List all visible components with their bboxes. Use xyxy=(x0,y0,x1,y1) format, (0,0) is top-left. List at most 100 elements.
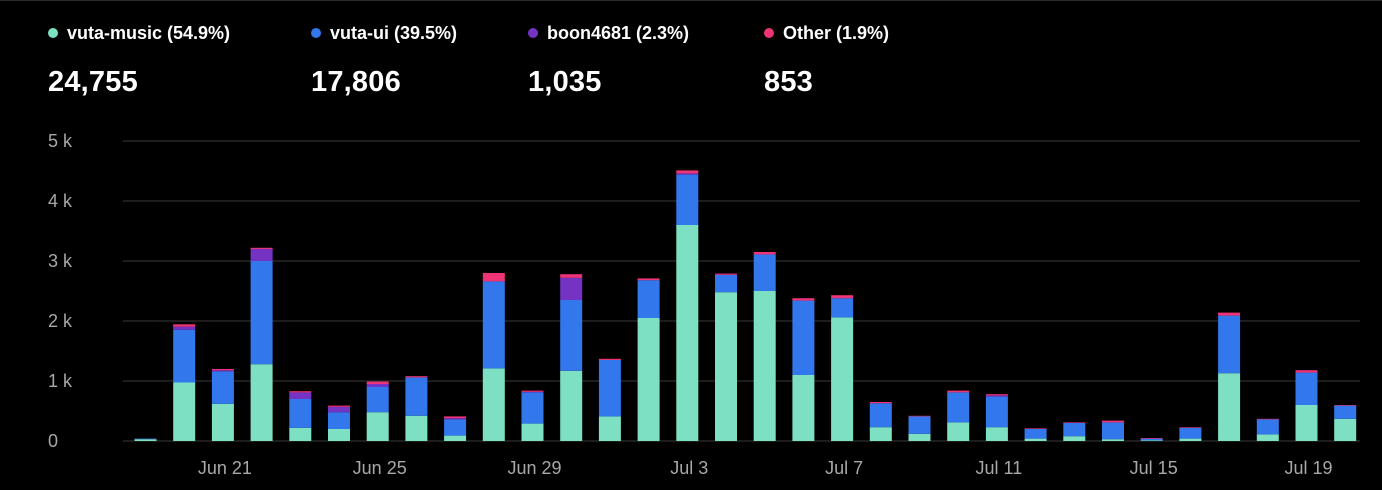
bar-segment-other[interactable] xyxy=(1256,418,1279,420)
bar-segment-vuta-ui[interactable] xyxy=(1334,405,1357,419)
bar-segment-other[interactable] xyxy=(289,391,312,393)
bar-segment-other[interactable] xyxy=(792,298,815,301)
bar-segment-boon4681[interactable] xyxy=(521,391,544,393)
legend-item-vuta-music[interactable]: vuta-music (54.9%) 24,755 xyxy=(48,20,230,99)
bar-segment-vuta-music[interactable] xyxy=(173,382,196,442)
bar-segment-vuta-music[interactable] xyxy=(211,403,234,441)
bar-segment-other[interactable] xyxy=(482,273,505,282)
bar-segment-vuta-ui[interactable] xyxy=(908,416,931,434)
bar-segment-vuta-ui[interactable] xyxy=(405,377,428,416)
bar-segment-vuta-ui[interactable] xyxy=(1295,372,1318,405)
bar-segment-other[interactable] xyxy=(947,390,970,393)
bar-segment-other[interactable] xyxy=(560,274,583,278)
bar-segment-vuta-ui[interactable] xyxy=(289,399,312,428)
bar-segment-vuta-music[interactable] xyxy=(637,318,660,441)
bar-segment-vuta-music[interactable] xyxy=(908,433,931,441)
bar-segment-vuta-music[interactable] xyxy=(1218,373,1241,441)
bar-segment-vuta-ui[interactable] xyxy=(444,419,467,436)
bar-segment-vuta-ui[interactable] xyxy=(366,387,389,413)
bar-segment-vuta-music[interactable] xyxy=(753,291,776,441)
bar-segment-boon4681[interactable] xyxy=(289,392,312,399)
bar-segment-vuta-ui[interactable] xyxy=(482,281,505,369)
bar-segment-other[interactable] xyxy=(753,252,776,255)
bar-segment-vuta-music[interactable] xyxy=(521,423,544,441)
bar-segment-vuta-music[interactable] xyxy=(1334,418,1357,441)
bar-segment-other[interactable] xyxy=(1218,312,1241,316)
bar-segment-vuta-ui[interactable] xyxy=(1024,429,1047,439)
bar-segment-other[interactable] xyxy=(521,390,544,392)
bar-segment-boon4681[interactable] xyxy=(211,370,234,372)
bar-segment-other[interactable] xyxy=(328,405,350,407)
bar-segment-vuta-music[interactable] xyxy=(598,416,621,441)
bar-segment-vuta-ui[interactable] xyxy=(134,438,157,440)
bar-segment-vuta-ui[interactable] xyxy=(1218,315,1241,374)
bar-segment-vuta-ui[interactable] xyxy=(947,392,970,423)
bar-segment-boon4681[interactable] xyxy=(250,249,273,261)
bar-segment-vuta-ui[interactable] xyxy=(792,300,815,375)
bar-segment-vuta-music[interactable] xyxy=(1179,438,1202,441)
bar-segment-other[interactable] xyxy=(250,247,273,249)
bar-segment-vuta-ui[interactable] xyxy=(985,396,1008,428)
bar-segment-other[interactable] xyxy=(1179,427,1202,428)
bar-segment-boon4681[interactable] xyxy=(444,418,467,420)
bar-segment-vuta-music[interactable] xyxy=(289,427,312,441)
bar-segment-other[interactable] xyxy=(985,394,1008,396)
bar-segment-vuta-ui[interactable] xyxy=(1140,438,1163,441)
bar-segment-boon4681[interactable] xyxy=(985,395,1008,397)
bar-segment-boon4681[interactable] xyxy=(173,326,196,330)
bar-segment-vuta-ui[interactable] xyxy=(1063,423,1086,437)
bar-segment-vuta-ui[interactable] xyxy=(173,329,196,383)
bar-segment-vuta-ui[interactable] xyxy=(869,403,892,428)
legend-item-other[interactable]: Other (1.9%) 853 xyxy=(764,20,889,99)
bar-segment-other[interactable] xyxy=(831,295,854,299)
bar-segment-vuta-music[interactable] xyxy=(792,375,815,441)
bar-segment-vuta-ui[interactable] xyxy=(560,300,583,371)
bar-segment-other[interactable] xyxy=(908,415,931,417)
bar-segment-boon4681[interactable] xyxy=(560,277,583,300)
bar-segment-other[interactable] xyxy=(1334,405,1357,406)
bar-segment-other[interactable] xyxy=(366,381,389,384)
bar-segment-vuta-ui[interactable] xyxy=(637,280,660,318)
bar-segment-vuta-ui[interactable] xyxy=(715,274,737,293)
bar-segment-vuta-ui[interactable] xyxy=(753,254,776,291)
bar-segment-other[interactable] xyxy=(676,170,699,174)
bar-segment-other[interactable] xyxy=(715,273,737,275)
bar-segment-vuta-music[interactable] xyxy=(1063,436,1086,441)
bar-segment-vuta-music[interactable] xyxy=(985,427,1008,441)
bar-segment-boon4681[interactable] xyxy=(676,173,699,175)
bar-segment-vuta-ui[interactable] xyxy=(211,371,234,404)
bar-segment-vuta-ui[interactable] xyxy=(328,412,350,429)
bar-segment-vuta-ui[interactable] xyxy=(250,261,273,365)
bar-segment-vuta-music[interactable] xyxy=(1140,440,1163,441)
bar-segment-vuta-music[interactable] xyxy=(1256,434,1279,441)
bar-segment-other[interactable] xyxy=(1063,422,1086,423)
bar-segment-vuta-ui[interactable] xyxy=(676,174,699,225)
bar-segment-vuta-ui[interactable] xyxy=(831,298,854,318)
bar-segment-other[interactable] xyxy=(637,278,660,281)
bar-segment-vuta-music[interactable] xyxy=(134,439,157,441)
bar-segment-vuta-music[interactable] xyxy=(869,427,892,441)
bar-segment-boon4681[interactable] xyxy=(328,406,350,413)
bar-segment-boon4681[interactable] xyxy=(366,384,389,387)
bar-segment-vuta-music[interactable] xyxy=(328,429,350,441)
bar-segment-vuta-music[interactable] xyxy=(405,415,428,441)
bar-segment-vuta-music[interactable] xyxy=(1024,438,1047,441)
bar-segment-vuta-music[interactable] xyxy=(1102,439,1124,441)
legend-item-boon4681[interactable]: boon4681 (2.3%) 1,035 xyxy=(528,20,689,99)
bar-segment-other[interactable] xyxy=(1024,428,1047,429)
bar-segment-vuta-ui[interactable] xyxy=(521,392,544,424)
bar-segment-vuta-music[interactable] xyxy=(831,317,854,441)
bar-segment-other[interactable] xyxy=(405,376,428,378)
bar-segment-vuta-ui[interactable] xyxy=(1256,419,1279,435)
bar-segment-vuta-ui[interactable] xyxy=(598,360,621,417)
legend-item-vuta-ui[interactable]: vuta-ui (39.5%) 17,806 xyxy=(311,20,457,99)
bar-segment-other[interactable] xyxy=(869,402,892,404)
bar-segment-vuta-music[interactable] xyxy=(366,412,389,441)
bar-segment-vuta-music[interactable] xyxy=(482,368,505,441)
bar-segment-vuta-music[interactable] xyxy=(676,225,699,441)
bar-segment-other[interactable] xyxy=(1295,370,1318,373)
bar-segment-vuta-music[interactable] xyxy=(947,422,970,441)
bar-segment-vuta-music[interactable] xyxy=(250,364,273,441)
bar-segment-vuta-music[interactable] xyxy=(444,435,467,441)
bar-segment-vuta-ui[interactable] xyxy=(1179,427,1202,439)
